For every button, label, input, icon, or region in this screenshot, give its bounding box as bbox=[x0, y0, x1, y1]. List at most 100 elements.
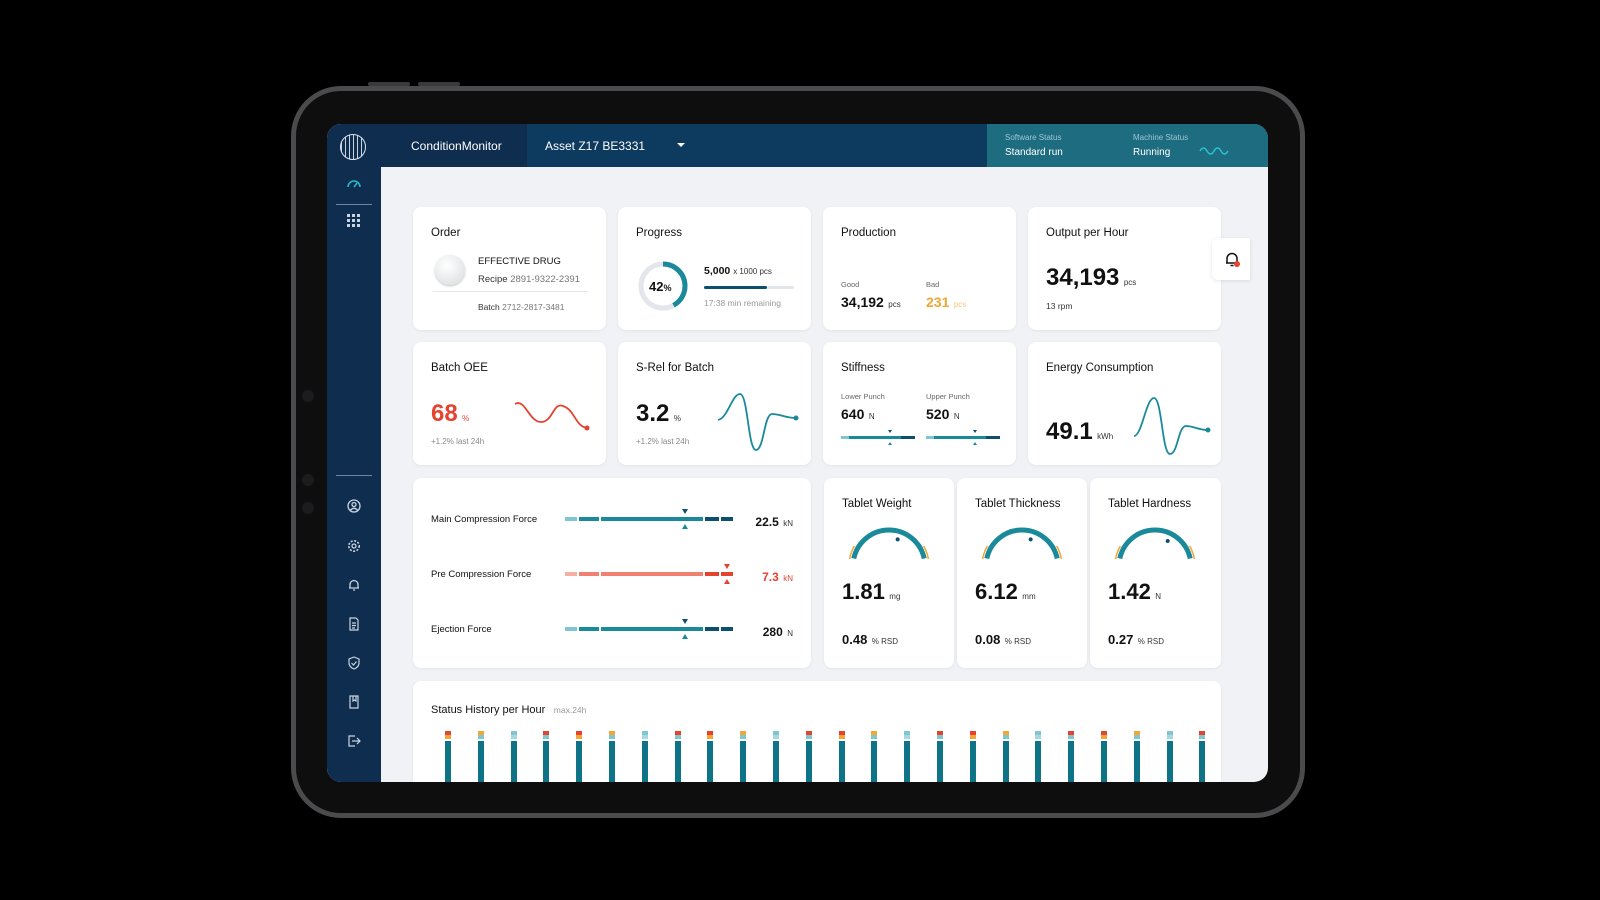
main-force-gauge bbox=[565, 509, 733, 529]
shield-icon[interactable] bbox=[344, 653, 364, 673]
history-bar[interactable] bbox=[1199, 731, 1206, 782]
apps-grid-icon[interactable] bbox=[344, 211, 364, 231]
history-bar[interactable] bbox=[904, 731, 911, 782]
card-title: Batch OEE bbox=[431, 362, 488, 374]
output-value: 34,193 bbox=[1046, 264, 1120, 291]
app-title: ConditionMonitor bbox=[381, 124, 527, 167]
logout-icon[interactable] bbox=[344, 731, 364, 751]
history-bar[interactable] bbox=[969, 731, 976, 782]
gauge-arc bbox=[851, 527, 927, 560]
history-bar[interactable] bbox=[838, 731, 845, 782]
production-card[interactable]: Production Good 34,192 pcs Bad 231 pcs bbox=[823, 207, 1016, 330]
sidebar-divider bbox=[336, 204, 372, 205]
progress-count-unit: x 1000 pcs bbox=[733, 267, 772, 276]
history-bar[interactable] bbox=[609, 731, 615, 782]
upper-punch-label: Upper Punch bbox=[926, 392, 970, 401]
progress-card[interactable]: Progress 42% 5,000 x 1000 pcs 17:38 min … bbox=[618, 207, 811, 330]
asset-selector[interactable]: Asset Z17 BE3331 bbox=[545, 138, 646, 153]
user-icon[interactable] bbox=[344, 496, 364, 516]
sidebar-divider bbox=[336, 475, 372, 476]
notification-tab[interactable] bbox=[1212, 238, 1250, 280]
tablet-hardness-card[interactable]: Tablet Hardness 1.42 N 0.27 % RSD bbox=[1090, 478, 1221, 668]
drug-name: EFFECTIVE DRUG bbox=[478, 256, 561, 267]
srel-card[interactable]: S-Rel for Batch 3.2 % +1.2% last 24h bbox=[618, 342, 811, 465]
gauge-needle bbox=[1165, 539, 1170, 544]
history-title: Status History per Hour bbox=[431, 704, 546, 716]
tablet-weight-card[interactable]: Tablet Weight 1.81 mg 0.48 % RSD bbox=[824, 478, 954, 668]
progress-bar-fill bbox=[704, 286, 767, 289]
card-title: Progress bbox=[636, 227, 683, 239]
tablet-rsd: 0.48 bbox=[842, 632, 868, 647]
history-bar[interactable] bbox=[510, 731, 517, 782]
notification-bell-icon[interactable] bbox=[344, 575, 364, 595]
book-icon[interactable] bbox=[344, 692, 364, 712]
card-title: Tablet Hardness bbox=[1108, 498, 1192, 510]
card-title: Energy Consumption bbox=[1046, 362, 1154, 374]
document-icon[interactable] bbox=[344, 614, 364, 634]
force-unit: kN bbox=[783, 574, 793, 583]
tablet-rsd-unit: % RSD bbox=[871, 637, 898, 646]
history-bar[interactable] bbox=[871, 731, 878, 782]
tablet-unit: mm bbox=[1022, 592, 1036, 601]
divider bbox=[433, 291, 588, 292]
history-bar[interactable] bbox=[477, 731, 484, 782]
order-card[interactable]: Order EFFECTIVE DRUG Recipe 2891-9322-23… bbox=[413, 207, 606, 330]
history-bar[interactable] bbox=[1002, 731, 1009, 782]
weight-arc-gauge bbox=[848, 527, 930, 560]
bad-count: 231 bbox=[926, 294, 950, 310]
oee-unit: % bbox=[462, 414, 470, 423]
progress-ring bbox=[638, 261, 688, 311]
batch-oee-card[interactable]: Batch OEE 68 % +1.2% last 24h bbox=[413, 342, 606, 465]
gauge-needle bbox=[895, 537, 900, 542]
bell-alert-icon[interactable] bbox=[1223, 250, 1241, 268]
output-card[interactable]: Output per Hour 34,193 pcs 13 rpm bbox=[1028, 207, 1221, 330]
pre-force-gauge bbox=[565, 564, 733, 584]
energy-value: 49.1 bbox=[1046, 418, 1093, 445]
history-bar[interactable] bbox=[1068, 731, 1075, 782]
thickness-arc-gauge bbox=[981, 527, 1063, 560]
gauge-arc bbox=[984, 527, 1060, 560]
status-history-card[interactable]: Status History per Hour max.24h bbox=[413, 681, 1221, 782]
batch-number: 2712-2817-3481 bbox=[502, 302, 565, 312]
ejection-force-gauge bbox=[565, 619, 733, 639]
history-bar[interactable] bbox=[805, 731, 812, 782]
history-bar[interactable] bbox=[576, 731, 583, 782]
tablet-value: 1.81 bbox=[842, 579, 885, 604]
history-bar[interactable] bbox=[641, 731, 648, 782]
history-bar[interactable] bbox=[674, 731, 681, 782]
history-bar[interactable] bbox=[707, 731, 714, 782]
history-bar[interactable] bbox=[1101, 731, 1107, 782]
history-bar[interactable] bbox=[1166, 731, 1173, 782]
gauge-warning-band bbox=[922, 545, 930, 560]
sidebar bbox=[327, 124, 381, 782]
batch-label: Batch bbox=[478, 302, 500, 312]
card-title: Output per Hour bbox=[1046, 227, 1129, 239]
device-camera bbox=[302, 390, 314, 402]
time-remaining: 17:38 min remaining bbox=[704, 298, 782, 308]
gauge-arc bbox=[1117, 527, 1193, 560]
history-bar[interactable] bbox=[773, 731, 779, 782]
oee-sparkline bbox=[514, 402, 590, 431]
history-bar[interactable] bbox=[1133, 731, 1140, 782]
recipe-label: Recipe bbox=[478, 274, 508, 285]
history-bar[interactable] bbox=[445, 731, 451, 782]
forces-card[interactable]: Main Compression Force 22.5 kN Pre Compr… bbox=[413, 478, 811, 668]
dashboard-icon[interactable] bbox=[344, 174, 364, 194]
output-unit: pcs bbox=[1123, 278, 1137, 287]
force-value: 7.3 bbox=[762, 570, 779, 584]
energy-sparkline bbox=[1133, 397, 1211, 455]
settings-gear-icon[interactable] bbox=[344, 536, 364, 556]
stiffness-card[interactable]: Stiffness Lower Punch 640 N Upper Punch … bbox=[823, 342, 1016, 465]
history-bar[interactable] bbox=[740, 731, 747, 782]
history-bar[interactable] bbox=[1035, 731, 1042, 782]
progress-count: 5,000 bbox=[704, 265, 731, 277]
chevron-down-icon[interactable] bbox=[677, 143, 685, 147]
lower-punch-value: 640 bbox=[841, 406, 865, 422]
bad-label: Bad bbox=[926, 280, 940, 289]
card-title: S-Rel for Batch bbox=[636, 362, 714, 374]
energy-card[interactable]: Energy Consumption 49.1 kWh bbox=[1028, 342, 1221, 465]
history-bar[interactable] bbox=[937, 731, 943, 782]
tablet-thickness-card[interactable]: Tablet Thickness 6.12 mm 0.08 % RSD bbox=[957, 478, 1087, 668]
history-bar[interactable] bbox=[543, 731, 550, 782]
device-button bbox=[418, 82, 460, 86]
